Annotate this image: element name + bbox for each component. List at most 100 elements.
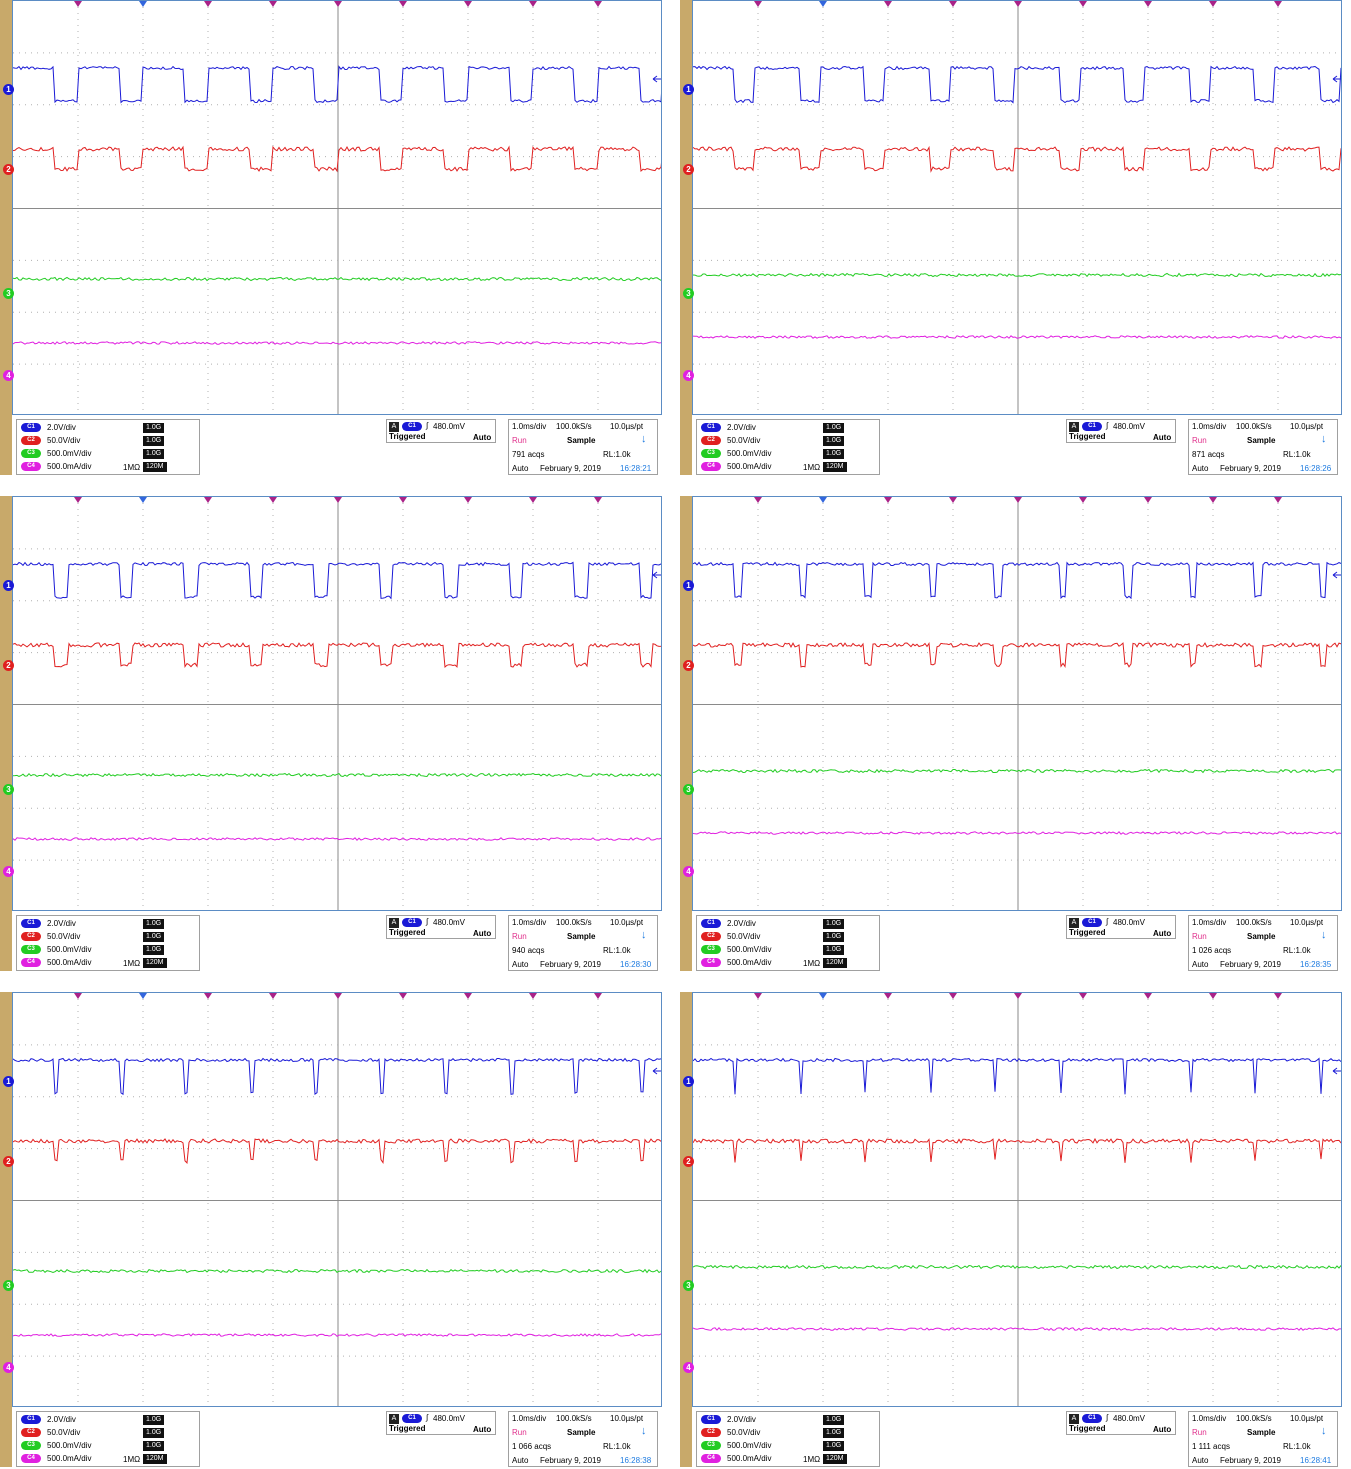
channel-row-c2[interactable]: C2 50.0V/div	[701, 1426, 760, 1439]
c4-scale: 500.0mA/div	[47, 1454, 92, 1463]
ch3-marker-icon: 3	[683, 288, 694, 299]
c4-badge: C4	[701, 462, 721, 471]
ch3-marker-icon: 3	[3, 784, 14, 795]
channel-row-c3[interactable]: C3 500.0mV/div	[21, 943, 91, 956]
channel-row-c1[interactable]: C1 2.0V/div	[701, 917, 756, 930]
trigger-box[interactable]: A C1 ∫ 480.0mV Triggered Auto	[386, 915, 496, 939]
channel-row-c4[interactable]: C4 500.0mA/div	[21, 1452, 91, 1465]
c4-scale: 500.0mA/div	[727, 1454, 772, 1463]
time-per-point: 10.0µs/pt	[1290, 1414, 1324, 1423]
acquisition-box[interactable]: 1.0ms/div 100.0kS/s 10.0µs/pt Run Sample…	[1188, 1411, 1338, 1467]
trigger-edge-icon: ∫	[1106, 1413, 1109, 1422]
trigger-source-badge: C1	[1082, 422, 1102, 431]
acquisition-box[interactable]: 1.0ms/div 100.0kS/s 10.0µs/pt Run Sample…	[1188, 419, 1338, 475]
channel-settings-box[interactable]: C1 2.0V/div C2 50.0V/div C3 500.0mV/div …	[696, 915, 880, 971]
c4-bandwidth: 120M	[143, 958, 167, 968]
trigger-mode: Auto	[473, 433, 492, 442]
ch2-marker-icon: 2	[3, 660, 14, 671]
waveform-display[interactable]	[12, 0, 662, 415]
channel-row-c2[interactable]: C2 50.0V/div	[21, 1426, 80, 1439]
acquisition-box[interactable]: 1.0ms/div 100.0kS/s 10.0µs/pt Run Sample…	[508, 1411, 658, 1467]
record-length: RL:1.0k	[603, 450, 631, 459]
channel-settings-box[interactable]: C1 2.0V/div C2 50.0V/div C3 500.0mV/div …	[16, 419, 200, 475]
trigger-box[interactable]: A C1 ∫ 480.0mV Triggered Auto	[1066, 1411, 1176, 1435]
channel-row-c3[interactable]: C3 500.0mV/div	[21, 447, 91, 460]
waveform-display[interactable]	[12, 992, 662, 1407]
channel-row-c4[interactable]: C4 500.0mA/div	[21, 956, 91, 969]
c2-bandwidth: 1.0G	[823, 436, 845, 446]
channel-row-c2[interactable]: C2 50.0V/div	[701, 930, 760, 943]
sample-rate: 100.0kS/s	[556, 918, 592, 927]
trigger-box[interactable]: A C1 ∫ 480.0mV Triggered Auto	[1066, 915, 1176, 939]
channel-row-c2[interactable]: C2 50.0V/div	[701, 434, 760, 447]
info-bar: C1 2.0V/div C2 50.0V/div C3 500.0mV/div …	[12, 911, 662, 971]
channel-row-c1[interactable]: C1 2.0V/div	[701, 421, 756, 434]
ch2-marker-icon: 2	[683, 660, 694, 671]
trigger-level: 480.0mV	[433, 918, 466, 927]
channel-row-c3[interactable]: C3 500.0mV/div	[21, 1439, 91, 1452]
c1-scale: 2.0V/div	[47, 423, 76, 432]
c4-bandwidth: 120M	[143, 462, 167, 472]
c1-scale: 2.0V/div	[727, 1415, 756, 1424]
waveform-svg	[13, 993, 661, 1406]
run-state: Run	[512, 436, 527, 445]
channel-row-c2[interactable]: C2 50.0V/div	[21, 434, 80, 447]
channel-row-c1[interactable]: C1 2.0V/div	[21, 917, 76, 930]
channel-row-c3[interactable]: C3 500.0mV/div	[701, 447, 771, 460]
top-marker-icon	[1274, 993, 1282, 999]
channel-row-c4[interactable]: C4 500.0mA/div	[701, 1452, 771, 1465]
c4-bandwidth: 120M	[823, 462, 847, 472]
footer-time: 16:28:30	[620, 960, 652, 969]
c1-badge: C1	[21, 1415, 41, 1424]
channel-row-c2[interactable]: C2 50.0V/div	[21, 930, 80, 943]
channel-row-c1[interactable]: C1 2.0V/div	[701, 1413, 756, 1426]
footer-time: 16:28:26	[1300, 464, 1332, 473]
record-length: RL:1.0k	[603, 1442, 631, 1451]
top-marker-icon	[269, 497, 277, 503]
channel-row-c3[interactable]: C3 500.0mV/div	[701, 1439, 771, 1452]
channel-settings-box[interactable]: C1 2.0V/div C2 50.0V/div C3 500.0mV/div …	[16, 1411, 200, 1467]
trigger-level-arrow-icon	[1332, 1067, 1341, 1075]
channel-row-c1[interactable]: C1 2.0V/div	[21, 421, 76, 434]
ch1-marker-icon: 1	[3, 84, 14, 95]
top-marker-icon	[529, 1, 537, 7]
waveform-display[interactable]	[692, 0, 1342, 415]
channel-row-c4[interactable]: C4 500.0mA/div	[701, 956, 771, 969]
top-marker-icon	[464, 993, 472, 999]
top-marker-icon	[1144, 993, 1152, 999]
trigger-box[interactable]: A C1 ∫ 480.0mV Triggered Auto	[386, 419, 496, 443]
ch2-marker-icon: 2	[3, 164, 14, 175]
acquisition-box[interactable]: 1.0ms/div 100.0kS/s 10.0µs/pt Run Sample…	[508, 419, 658, 475]
c4-impedance: 1MΩ	[803, 1455, 821, 1464]
channel-row-c4[interactable]: C4 500.0mA/div	[701, 460, 771, 473]
waveform-display[interactable]	[692, 992, 1342, 1407]
waveform-display[interactable]	[12, 496, 662, 911]
scope-panel-6: 1 2 3 4 C1 2.0V/div C2 50.0V/div C3 500.…	[680, 992, 1347, 1467]
waveform-svg	[13, 1, 661, 414]
top-marker-icon	[1209, 497, 1217, 503]
channel-settings-box[interactable]: C1 2.0V/div C2 50.0V/div C3 500.0mV/div …	[16, 915, 200, 971]
ch2-marker-icon: 2	[683, 164, 694, 175]
acquisition-box[interactable]: 1.0ms/div 100.0kS/s 10.0µs/pt Run Sample…	[1188, 915, 1338, 971]
trigger-state: Triggered	[1069, 1424, 1106, 1433]
trigger-box[interactable]: A C1 ∫ 480.0mV Triggered Auto	[386, 1411, 496, 1435]
ch4-marker-icon: 4	[683, 866, 694, 877]
channel-settings-box[interactable]: C1 2.0V/div C2 50.0V/div C3 500.0mV/div …	[696, 1411, 880, 1467]
channel-row-c1[interactable]: C1 2.0V/div	[21, 1413, 76, 1426]
trigger-box[interactable]: A C1 ∫ 480.0mV Triggered Auto	[1066, 419, 1176, 443]
channel-settings-box[interactable]: C1 2.0V/div C2 50.0V/div C3 500.0mV/div …	[696, 419, 880, 475]
ch2-trace	[693, 145, 1341, 173]
channel-row-c4[interactable]: C4 500.0mA/div	[21, 460, 91, 473]
top-marker-icon	[754, 993, 762, 999]
ch4-marker-icon: 4	[683, 1362, 694, 1373]
c3-scale: 500.0mV/div	[47, 1441, 92, 1450]
waveform-display[interactable]	[692, 496, 1342, 911]
c2-bandwidth: 1.0G	[823, 932, 845, 942]
acquisition-box[interactable]: 1.0ms/div 100.0kS/s 10.0µs/pt Run Sample…	[508, 915, 658, 971]
channel-row-c3[interactable]: C3 500.0mV/div	[701, 943, 771, 956]
ch3-marker-icon: 3	[683, 1280, 694, 1291]
c1-bandwidth: 1.0G	[823, 1415, 845, 1425]
trigger-edge-icon: ∫	[426, 1413, 429, 1422]
ch4-marker-icon: 4	[3, 866, 14, 877]
record-length: RL:1.0k	[1283, 946, 1311, 955]
